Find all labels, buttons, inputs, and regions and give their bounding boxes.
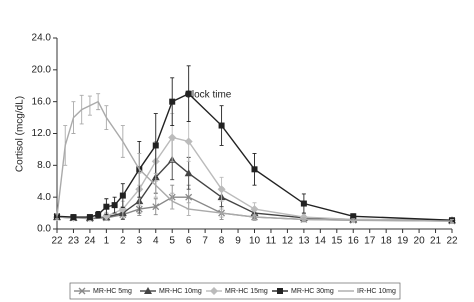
marker	[168, 133, 177, 142]
marker	[210, 287, 218, 295]
marker	[70, 214, 77, 221]
series-line	[56, 100, 453, 222]
y-tick-label: 16.0	[32, 96, 52, 107]
marker	[300, 200, 307, 207]
x-tick-label: 1	[104, 236, 110, 247]
x-tick-label: 11	[266, 236, 277, 247]
marker	[185, 90, 192, 97]
x-tick-label: 17	[364, 236, 376, 247]
y-tick-label: 4.0	[37, 192, 51, 203]
x-axis-title: Clock time	[185, 90, 232, 101]
x-tick-label: 15	[331, 236, 343, 247]
x-tick-label: 20	[414, 236, 426, 247]
marker	[184, 137, 193, 146]
legend: MR-HC 5mg MR-HC 10mg MR-HC 15mg MR-HC 30mg I…	[69, 282, 401, 300]
marker	[184, 169, 193, 177]
x-tick-label: 5	[169, 236, 175, 247]
marker	[103, 203, 110, 210]
legend-label: IR-HC 10mg	[357, 288, 396, 295]
marker	[218, 122, 225, 129]
marker	[277, 288, 283, 294]
x-tick-label: 7	[202, 236, 208, 247]
marker	[144, 287, 152, 294]
marker	[78, 287, 86, 295]
marker	[86, 214, 93, 221]
x-tick-label: 19	[397, 236, 409, 247]
y-tick-label: 8.0	[37, 160, 51, 171]
marker	[169, 98, 176, 105]
x-tick-label: 23	[68, 236, 80, 247]
marker	[152, 203, 160, 211]
marker	[152, 142, 159, 149]
x-tick-label: 18	[381, 236, 393, 247]
marker	[119, 192, 126, 199]
x-tick-label: 3	[137, 236, 143, 247]
legend-label: MR-HC 15mg	[225, 288, 268, 295]
marker	[251, 166, 258, 173]
x-tick-label: 2	[120, 236, 126, 247]
marker	[250, 205, 259, 214]
y-tick-label: 12.0	[32, 128, 52, 139]
marker	[95, 211, 102, 218]
x-tick-label: 4	[153, 236, 159, 247]
x-tick-label: 12	[282, 236, 294, 247]
x-tick-label: 24	[84, 236, 96, 247]
marker	[217, 185, 226, 194]
y-tick-label: 0.0	[37, 224, 51, 235]
x-tick-label: 14	[315, 236, 327, 247]
x-tick-label: 21	[430, 236, 442, 247]
x-tick-label: 6	[186, 236, 192, 247]
x-tick-label: 10	[249, 236, 261, 247]
legend-label: MR-HC 5mg	[93, 288, 132, 295]
y-tick-label: 20.0	[32, 64, 52, 75]
marker	[185, 193, 193, 201]
x-tick-label: 16	[348, 236, 360, 247]
y-tick-label: 24.0	[32, 33, 52, 44]
legend-label: MR-HC 10mg	[159, 288, 202, 295]
y-axis-title: Cortisol (mcg/dL)	[15, 96, 26, 172]
series-line	[56, 92, 453, 221]
legend-label: MR-HC 30mg	[291, 288, 334, 295]
marker	[350, 213, 357, 220]
x-tick-label: 22	[51, 236, 63, 247]
legend-box	[69, 282, 401, 300]
x-tick-label: 9	[235, 236, 241, 247]
marker	[111, 202, 118, 209]
x-tick-label: 13	[298, 236, 310, 247]
x-tick-label: 22	[446, 236, 458, 247]
x-tick-label: 8	[219, 236, 225, 247]
